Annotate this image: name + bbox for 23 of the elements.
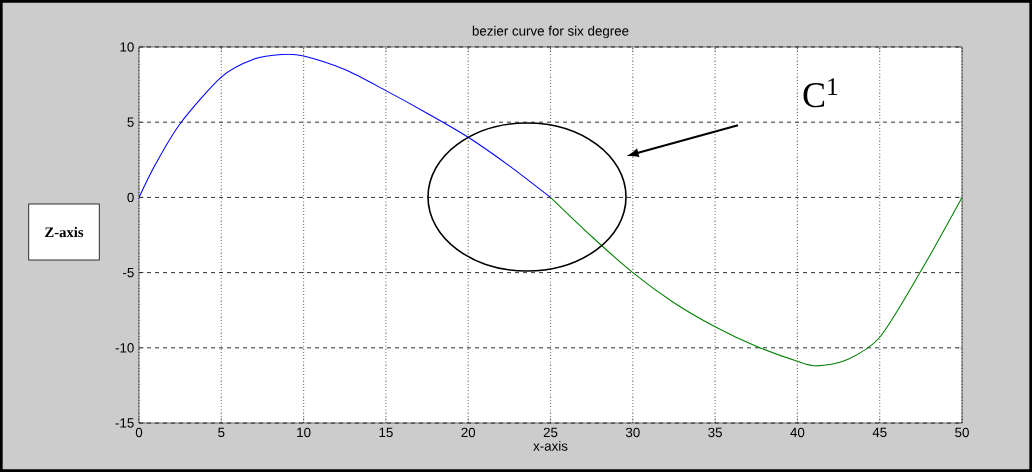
x-tick-label: 10 [297,427,311,438]
line-series [549,196,963,367]
chart-title: bezier curve for six degree [472,25,629,39]
x-tick-label: 50 [955,427,969,438]
line-series [139,53,552,198]
x-tick-label: 0 [135,427,143,438]
y-tick-label: 10 [120,42,134,52]
x-tick-label: 40 [790,427,805,438]
x-tick-label: 45 [872,427,887,438]
x-tick-label: 20 [461,427,476,438]
y-tick-label: 5 [127,117,134,127]
x-tick-label: 30 [625,427,640,438]
x-tick-label: 25 [543,427,558,438]
y-tick-label: -10 [115,343,134,353]
y-tick-label: 0 [127,192,134,203]
y-tick-label: -15 [115,418,134,428]
y-axis-title: Z-axis [45,226,84,238]
x-axis-title: x-axis [533,440,568,451]
y-tick-label: -5 [123,267,134,278]
annotation: C$^{1}$ [803,78,838,108]
x-tick-label: 15 [379,427,393,438]
x-tick-label: 5 [218,427,225,438]
x-tick-label: 35 [708,427,722,438]
